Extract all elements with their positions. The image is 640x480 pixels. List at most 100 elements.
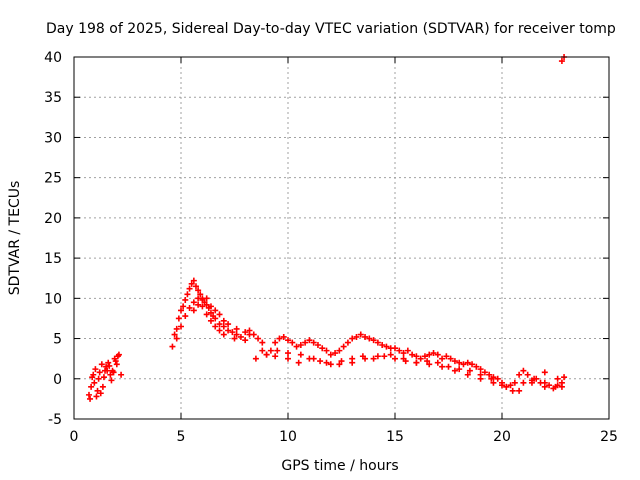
data-point [516,371,523,378]
y-tick-label: 40 [44,50,62,66]
data-point [173,325,180,332]
y-tick-label: 15 [44,251,62,267]
data-point [107,371,114,378]
data-point [102,367,109,374]
data-point [336,361,343,368]
data-point [338,358,345,365]
data-point [443,353,450,360]
plot-frame [73,56,610,420]
data-point [100,374,107,381]
data-point [182,296,189,303]
data-point [199,296,206,303]
data-point [488,375,495,382]
y-tick-label: 5 [53,332,62,348]
data-point [216,327,223,334]
data-point [531,375,538,382]
data-point [439,355,446,362]
data-point [203,311,210,318]
data-point [528,379,535,386]
data-point [229,329,236,336]
data-point [85,391,92,398]
data-point [336,347,343,354]
x-axis-label: GPS time / hours [281,458,398,474]
y-tick-label: 10 [44,291,62,307]
data-point [456,366,463,373]
data-point [242,329,249,336]
data-point [340,343,347,350]
data-point [169,343,176,350]
data-point [195,287,202,294]
y-tick-label: 0 [53,372,62,388]
data-point [216,311,223,318]
data-point [113,361,120,368]
data-point [400,350,407,357]
data-point [199,303,206,310]
data-point [173,335,180,342]
data-point [95,375,102,382]
data-point [220,323,227,330]
data-point [323,359,330,366]
data-point [293,343,300,350]
data-point [310,355,317,362]
data-point [242,337,249,344]
data-point [231,335,238,342]
data-point [421,353,428,360]
x-tick-label: 25 [600,429,618,445]
data-point [477,366,484,373]
data-point [267,347,274,354]
data-point [439,363,446,370]
data-point [225,327,232,334]
y-tick-label: -5 [48,412,62,428]
data-point [464,371,471,378]
data-point [203,295,210,302]
data-point [332,350,339,357]
data-point [276,335,283,342]
data-point [110,369,117,376]
data-point [175,315,182,322]
data-point [516,387,523,394]
y-tick-labels: -5 0 5 10 15 20 25 30 35 40 [44,50,62,428]
data-point [220,331,227,338]
data-point [105,359,112,366]
data-point [466,367,473,374]
grid [74,57,609,419]
x-tick-label: 5 [177,429,186,445]
data-point [285,350,291,357]
data-point [272,353,279,360]
data-point [98,361,105,368]
data-point [456,359,463,366]
data-point [112,358,119,365]
data-point [106,362,113,369]
data-point [190,277,197,284]
data-point [561,374,568,381]
y-tick-label: 25 [44,171,62,187]
data-point [188,280,195,287]
data-point [558,383,565,390]
data-point [195,295,202,302]
data-point [486,371,493,378]
data-point [323,347,330,354]
data-point [445,363,452,370]
data-point [203,301,210,308]
y-tick-label: 35 [44,90,62,106]
data-point [426,361,433,368]
data-point [396,347,403,354]
data-point [108,377,115,384]
data-point [220,317,227,324]
data-point [94,387,101,394]
data-point [473,363,480,370]
data-point [362,333,369,340]
data-point [451,358,458,365]
data-point [212,323,219,330]
data-point [285,355,291,362]
data-point [92,366,99,373]
x-tick-label: 10 [279,429,297,445]
data-point [233,325,240,332]
data-point [409,351,416,358]
x-tick-label: 0 [70,429,79,445]
data-point [182,313,189,320]
data-point [103,363,110,370]
data-point [197,291,204,298]
data-point [374,353,381,360]
